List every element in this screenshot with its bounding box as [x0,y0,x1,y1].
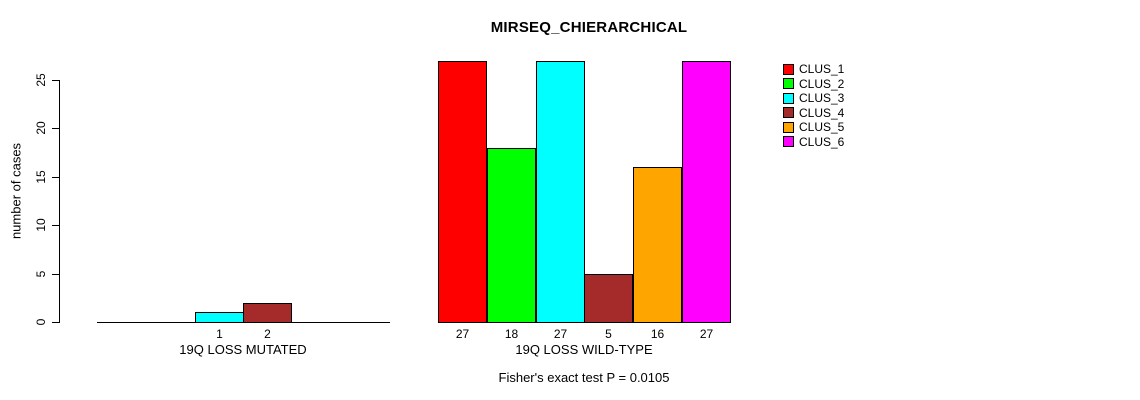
legend-swatch-clus_2 [783,78,794,89]
legend-item: CLUS_2 [783,78,844,90]
y-axis-tick [52,80,59,81]
bar-clus_5 [633,167,682,323]
legend-label: CLUS_5 [799,120,845,134]
bar-value-label: 2 [264,327,271,341]
bar-clus_2 [487,148,536,323]
bar-value-label: 5 [605,327,612,341]
legend-swatch-clus_3 [783,92,794,104]
bar-value-label: 27 [553,327,568,341]
y-axis-tick-label: 5 [34,270,48,278]
bar-clus_3 [536,61,585,323]
y-axis-tick-label: 10 [34,218,48,232]
legend-swatch-clus_5 [783,121,794,133]
x-group-label: 19Q LOSS MUTATED [179,342,307,357]
y-axis-tick-label: 15 [34,170,48,184]
y-axis-tick [52,225,59,226]
legend-label: CLUS_3 [799,91,845,105]
y-axis-tick-label: 0 [34,318,48,326]
bar-value-label: 18 [504,327,519,341]
y-axis-tick [52,128,59,129]
bar-clus_3 [195,312,244,323]
legend-item: CLUS_6 [783,136,844,148]
legend-item: CLUS_4 [783,107,844,119]
y-axis-tick [52,322,59,323]
footnote-text: Fisher's exact test P = 0.0105 [498,370,670,385]
bar-clus_4 [584,274,633,323]
legend-swatch-clus_1 [783,63,794,75]
bar-clus_6 [682,61,731,323]
legend-label: CLUS_6 [799,134,845,149]
legend-item: CLUS_3 [783,92,844,104]
bar-clus_1 [438,61,487,323]
bar-clus_4 [243,303,292,323]
legend-label: CLUS_4 [799,105,845,120]
bar-value-label: 1 [216,327,223,341]
x-group-label: 19Q LOSS WILD-TYPE [515,342,653,357]
bar-value-label: 27 [455,327,470,341]
y-axis-tick-label: 25 [34,73,48,87]
y-axis-tick [52,177,59,178]
legend-swatch-clus_6 [783,136,794,147]
y-axis-tick-label: 20 [34,121,48,135]
y-axis-line [59,80,60,323]
legend-item: CLUS_5 [783,121,844,133]
legend-swatch-clus_4 [783,107,794,118]
chart-title: MIRSEQ_CHIERARCHICAL [490,19,688,36]
legend-item: CLUS_1 [783,63,844,75]
bar-value-label: 27 [699,327,714,341]
legend-label: CLUS_2 [799,76,845,91]
y-axis-tick [52,274,59,275]
bar-value-label: 16 [650,327,665,341]
legend-label: CLUS_1 [799,62,845,76]
